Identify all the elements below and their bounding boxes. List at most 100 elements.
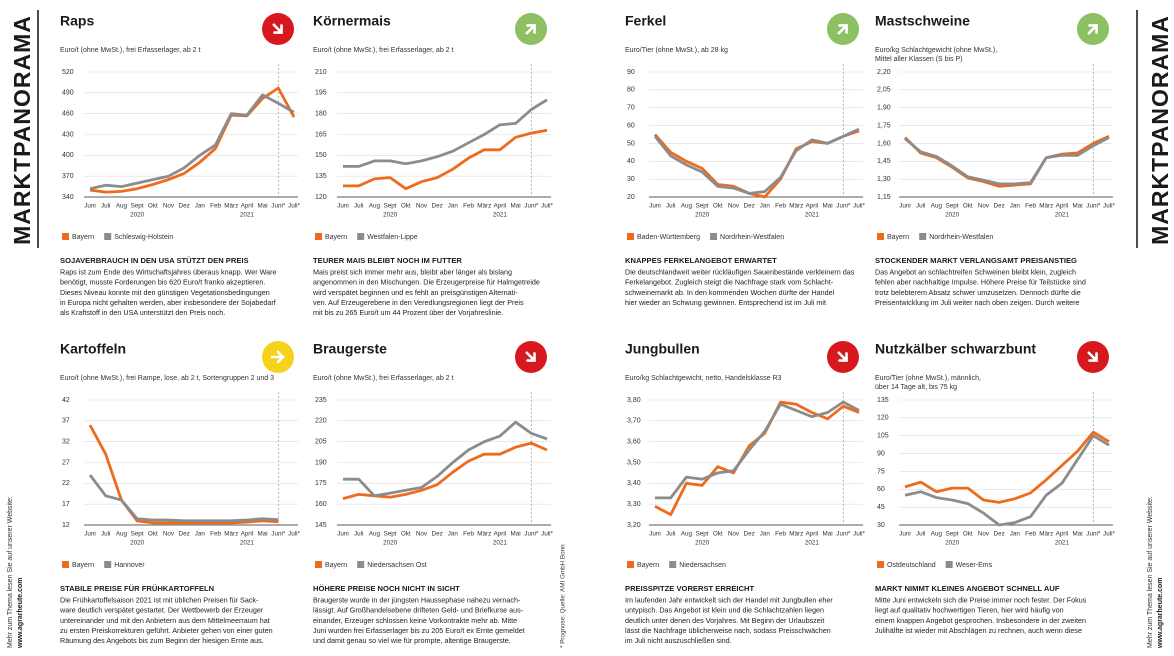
y-tick-label: 1,60 <box>877 140 891 147</box>
year-label: 2021 <box>240 540 255 547</box>
year-label: 2020 <box>695 212 710 219</box>
unit-label: Euro/Tier (ohne MwSt.), ab 28 kg <box>625 47 728 54</box>
body-line: Das Angebot an schlachtreifen Schweinen … <box>875 267 1076 276</box>
legend-label: Ostdeutschland <box>887 562 936 569</box>
legend-swatch <box>627 561 634 568</box>
side-url: www.agrarheute.com <box>1157 577 1164 649</box>
x-tick-label: Juli* <box>541 531 553 538</box>
x-tick-label: Juli* <box>1103 531 1115 538</box>
y-tick-label: 135 <box>315 173 327 180</box>
body-line: untypisch. Das Angebot ist klein und die… <box>625 606 824 615</box>
chart-title: Kartoffeln <box>60 341 126 357</box>
legend-swatch <box>315 561 322 568</box>
y-tick-label: 70 <box>627 105 635 112</box>
x-tick-label: Juli <box>354 203 363 210</box>
side-note: Mehr zum Thema lesen Sie auf unserer Web… <box>1147 496 1154 648</box>
y-tick-label: 3,30 <box>627 501 641 508</box>
chart-title: Jungbullen <box>625 341 700 357</box>
x-tick-label: Mai <box>511 531 521 538</box>
year-label: 2021 <box>493 540 508 547</box>
x-tick-label: Nov <box>728 203 740 210</box>
x-tick-label: Mai <box>511 203 521 210</box>
y-tick-label: 90 <box>627 69 635 76</box>
body-line: Julihälfte ist wieder mit Abschlägen zu … <box>875 626 1082 635</box>
body-line: Juni wurden frei Erfasserlager bis zu 20… <box>313 626 525 635</box>
series-line <box>88 474 279 523</box>
x-tick-label: Okt <box>963 203 973 210</box>
y-tick-label: 180 <box>315 111 327 118</box>
y-tick-label: 32 <box>62 439 70 446</box>
x-tick-label: April <box>494 531 507 538</box>
trend-icon <box>1077 341 1109 373</box>
year-label: 2020 <box>130 540 145 547</box>
body-line: angenommen in den Mischungen. Die Erzeug… <box>313 278 540 287</box>
x-tick-label: Feb <box>210 531 221 538</box>
y-tick-label: 1,75 <box>877 122 891 129</box>
x-tick-label: Mai <box>823 531 833 538</box>
y-tick-label: 105 <box>877 433 889 440</box>
x-tick-label: Juni <box>899 531 911 538</box>
body-line: fehlen aber nachhaltige Impulse. Höhere … <box>875 278 1086 287</box>
x-tick-label: Juli <box>916 203 925 210</box>
chart-title: Raps <box>60 13 94 29</box>
trend-arrow <box>525 351 536 362</box>
headline: MARKT NIMMT KLEINES ANGEBOT SCHNELL AUF <box>875 584 1060 593</box>
x-tick-label: Aug <box>116 531 128 538</box>
series-line <box>655 400 860 500</box>
x-tick-label: Sept <box>131 531 144 538</box>
x-tick-label: Feb <box>463 203 474 210</box>
side-title: MARKTPANORAMA <box>9 15 35 245</box>
x-tick-label: Dez <box>994 203 1005 210</box>
y-tick-label: 340 <box>62 194 74 201</box>
x-tick-label: April <box>241 531 254 538</box>
year-label: 2021 <box>805 540 820 547</box>
body-line: lässt die Nachfrage üblicherweise nach, … <box>625 626 831 635</box>
x-tick-label: Nov <box>416 531 428 538</box>
headline: KNAPPES FERKELANGEBOT ERWARTET <box>625 256 777 265</box>
y-tick-label: 3,60 <box>627 439 641 446</box>
y-tick-label: 120 <box>315 194 327 201</box>
x-tick-label: Okt <box>963 531 973 538</box>
y-tick-label: 60 <box>877 486 885 493</box>
y-tick-label: 205 <box>315 439 327 446</box>
series-line <box>904 430 1110 504</box>
x-tick-label: Nov <box>163 203 175 210</box>
legend-swatch <box>627 233 634 240</box>
legend-label: Bayern <box>72 562 94 569</box>
series-line <box>89 93 295 191</box>
x-tick-label: Juni <box>84 531 96 538</box>
x-tick-label: Jan <box>1010 203 1021 210</box>
legend-swatch <box>877 561 884 568</box>
y-tick-label: 1,30 <box>877 176 891 183</box>
chart-title: Braugerste <box>313 341 387 357</box>
x-tick-label: Feb <box>1025 531 1036 538</box>
legend-label: Westfalen-Lippe <box>367 234 418 241</box>
body-line: als Kraftstoff in den USA unterstützt de… <box>60 308 225 317</box>
legend-swatch <box>104 233 112 240</box>
x-tick-label: März <box>224 203 238 210</box>
x-tick-label: Okt <box>401 531 411 538</box>
body-line: deutlich unter denen des Vorjahres. Mit … <box>625 616 824 625</box>
x-tick-label: Nov <box>416 203 428 210</box>
legend-label: Schleswig-Holstein <box>114 234 173 241</box>
x-tick-label: Juli <box>101 531 110 538</box>
x-tick-label: Dez <box>179 203 190 210</box>
x-tick-label: Aug <box>369 531 381 538</box>
chart-title: Mastschweine <box>875 13 970 29</box>
footnote: * Prognose; Quelle: AMI GmbH Bonn <box>560 544 567 648</box>
y-tick-label: 90 <box>877 450 885 457</box>
body-line: ware deutlich verspätet gestartet. Der W… <box>59 606 264 615</box>
x-tick-label: Dez <box>432 203 443 210</box>
trend-arrow <box>1087 24 1098 35</box>
x-tick-label: März <box>1039 531 1053 538</box>
year-label: 2021 <box>805 212 820 219</box>
side-note: Mehr zum Thema lesen Sie auf unserer Web… <box>7 496 14 648</box>
body-line: Mais preist sich immer mehr aus, bleibt … <box>313 267 512 276</box>
body-line: benötigt, musste Forderungen bis 620 Eur… <box>60 278 265 287</box>
trend-icon <box>262 341 294 373</box>
x-tick-label: Juni* <box>1086 531 1101 538</box>
y-tick-label: 3,80 <box>627 397 641 404</box>
y-tick-label: 20 <box>627 194 635 201</box>
y-tick-label: 37 <box>62 418 70 425</box>
y-tick-label: 45 <box>877 504 885 511</box>
